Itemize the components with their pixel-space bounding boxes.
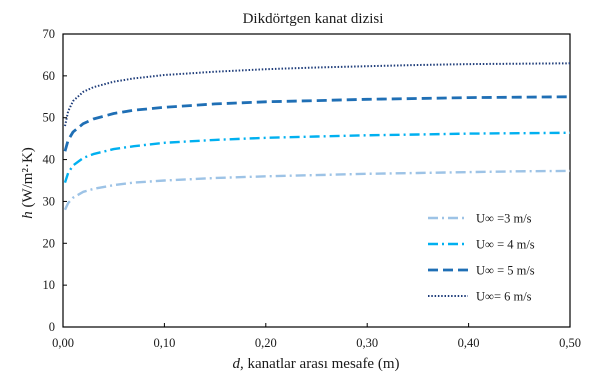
legend-label: U∞= 6 m/s: [476, 290, 532, 304]
series-line-4: [64, 62, 571, 127]
x-tick-label: 0,00: [52, 336, 74, 350]
y-tick-label: 50: [43, 111, 56, 125]
svg-text:h (W/m²·K): h (W/m²·K): [20, 147, 36, 219]
series-layer: [63, 62, 571, 211]
y-tick-label: 30: [43, 194, 56, 208]
series-line-1: [63, 169, 571, 211]
legend: U∞ =3 m/s U∞ = 4 m/s U∞ = 5 m/s U∞= 6 m/s: [428, 212, 535, 304]
tick-layer: 0 10 20 30 40 50 60 70 0,00 0,10 0,20 0,30 0,40 0,50: [43, 27, 581, 350]
x-axis-label-text: , kanatlar arası mesafe (m): [240, 356, 400, 372]
y-axis-label: h (W/m²·K): [20, 147, 36, 219]
y-tick-label: 10: [43, 278, 56, 292]
y-tick-label: 60: [43, 69, 56, 83]
legend-label: U∞ =3 m/s: [476, 212, 532, 226]
y-tick-label: 70: [43, 27, 56, 41]
x-axis-label-symbol: d: [233, 356, 241, 372]
y-tick-label: 20: [43, 236, 56, 250]
y-tick-label: 0: [49, 320, 55, 334]
y-tick-label: 40: [43, 153, 56, 167]
plot-frame: [62, 33, 571, 328]
x-tick-label: 0,40: [458, 336, 480, 350]
series-line-2: [63, 131, 571, 183]
legend-label: U∞ = 5 m/s: [476, 264, 535, 278]
y-axis-label-unit: (W/m²·K): [20, 147, 36, 211]
legend-label: U∞ = 4 m/s: [476, 238, 535, 252]
x-tick-label: 0,10: [153, 336, 175, 350]
x-tick-label: 0,20: [255, 336, 277, 350]
y-axis-label-symbol: h: [20, 211, 36, 219]
chart-title: Dikdörtgen kanat dizisi: [243, 11, 384, 27]
x-axis-label: d, kanatlar arası mesafe (m): [233, 356, 400, 372]
x-tick-label: 0,30: [356, 336, 378, 350]
series-line-3: [63, 95, 571, 152]
x-tick-label: 0,50: [559, 336, 581, 350]
